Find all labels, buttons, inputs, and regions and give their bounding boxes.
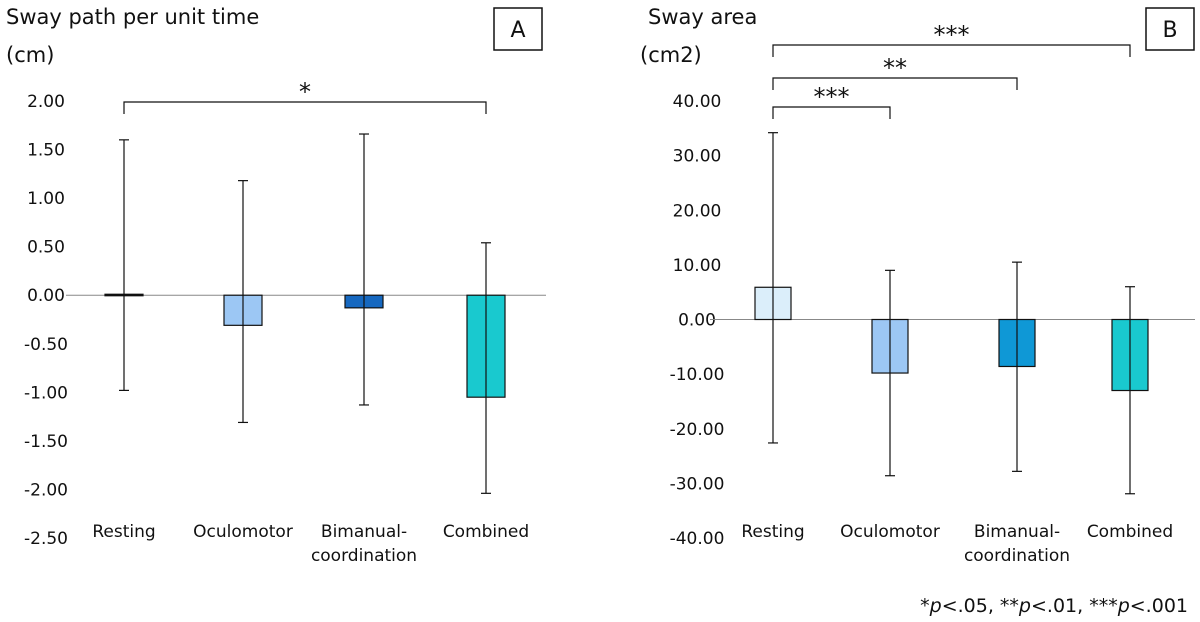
footnote-part: <.001 bbox=[1130, 595, 1188, 617]
panel-a-category-label: Oculomotor bbox=[193, 522, 293, 542]
panel-a-category-label: Resting bbox=[92, 522, 155, 542]
panel-b-significance-label: ** bbox=[883, 54, 907, 82]
footnote-part: <.05, ** bbox=[942, 595, 1019, 617]
panel-b-ytick-label: 30.00 bbox=[673, 147, 722, 167]
panel-a-significance-bracket bbox=[123, 101, 487, 114]
panel-a-category-label: Bimanual- bbox=[321, 522, 407, 542]
panel-a-ytick-label: -2.50 bbox=[24, 529, 68, 549]
panel-b-category-label: coordination bbox=[964, 546, 1070, 566]
panel-b-plot: 40.00 30.00 20.00 10.00 0.00 -10.00 -20.00 -30.… bbox=[670, 21, 1195, 566]
panel-b-ylabel: (cm2) bbox=[640, 43, 702, 67]
panel-b-category-label: Oculomotor bbox=[840, 522, 940, 542]
panel-a-letter: A bbox=[510, 18, 525, 43]
panel-a-ytick-label: 0.50 bbox=[27, 238, 65, 258]
panel-b-ytick-label: -40.00 bbox=[670, 529, 725, 549]
panel-a-title: Sway path per unit time bbox=[6, 5, 259, 29]
panel-b-ytick-label: 10.00 bbox=[673, 256, 722, 276]
panel-b-significance-bracket bbox=[772, 106, 891, 119]
panel-b-ytick-label: 0.00 bbox=[678, 311, 716, 331]
panel-a-plot: 2.00 1.50 1.00 0.50 0.00 -0.50 -1.00 -1.50 -2.00… bbox=[24, 78, 546, 566]
panel-a: Sway path per unit time (cm) A 2.00 1.50 1… bbox=[6, 5, 546, 566]
panel-a-ytick-label: 2.00 bbox=[27, 92, 65, 112]
panel-b-category-label: Resting bbox=[741, 522, 804, 542]
panel-a-category-label: coordination bbox=[311, 546, 417, 566]
panel-b-letter: B bbox=[1162, 18, 1177, 43]
panel-b-ytick-label: -30.00 bbox=[670, 474, 725, 494]
panel-b-category-label: Combined bbox=[1087, 522, 1173, 542]
panel-b-ytick-label: 20.00 bbox=[673, 201, 722, 221]
panel-b: Sway area (cm2) B 40.00 30.00 20.00 10.00 0.… bbox=[640, 5, 1195, 566]
footnote-part: * bbox=[920, 595, 930, 617]
panel-a-ytick-label: 0.00 bbox=[27, 286, 65, 306]
panel-a-letter-box bbox=[493, 7, 543, 51]
panel-b-significance-label: *** bbox=[814, 83, 850, 111]
panel-a-ytick-label: -1.50 bbox=[24, 432, 68, 452]
footnote-part: p bbox=[1117, 595, 1130, 617]
panel-b-significance-label: *** bbox=[934, 21, 970, 49]
panel-a-significance-label: * bbox=[299, 78, 311, 106]
panel-a-ylabel: (cm) bbox=[6, 43, 54, 67]
panel-b-ytick-label: 40.00 bbox=[673, 92, 722, 112]
panel-b-ytick-label: -20.00 bbox=[670, 420, 725, 440]
panel-b-letter-box bbox=[1145, 7, 1195, 51]
panel-a-ytick-label: -1.00 bbox=[24, 383, 68, 403]
panel-a-ytick-label: 1.00 bbox=[27, 189, 65, 209]
panel-b-ytick-label: -10.00 bbox=[670, 365, 725, 385]
panel-b-significance-bracket bbox=[772, 44, 1131, 57]
footnote-part: p bbox=[1018, 595, 1031, 617]
footnote-part: <.01, *** bbox=[1031, 595, 1118, 617]
panel-b-category-label: Bimanual- bbox=[974, 522, 1060, 542]
panel-b-title: Sway area bbox=[648, 5, 757, 29]
panel-a-category-label: Combined bbox=[443, 522, 529, 542]
panel-a-ytick-label: 1.50 bbox=[27, 141, 65, 161]
footnote-part: p bbox=[929, 595, 942, 617]
footnote: *p<.05, **p<.01, ***p<.001 bbox=[920, 595, 1188, 617]
panel-a-ytick-label: -2.00 bbox=[24, 480, 68, 500]
panel-a-ytick-label: -0.50 bbox=[24, 335, 68, 355]
panel-b-significance-bracket bbox=[772, 77, 1018, 90]
